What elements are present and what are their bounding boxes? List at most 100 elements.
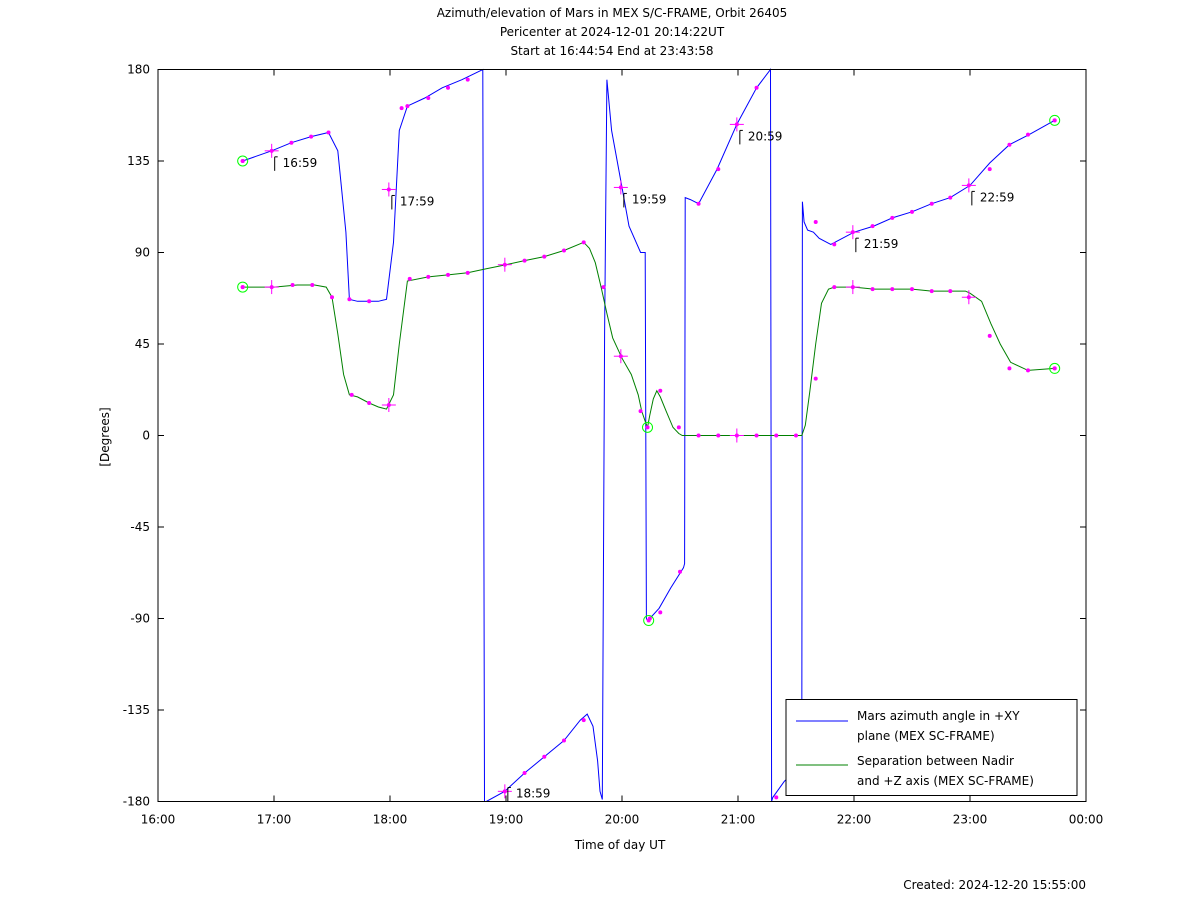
separation-point-marker bbox=[658, 388, 663, 393]
legend-box bbox=[785, 699, 1078, 796]
hour-cross-center bbox=[269, 148, 274, 153]
y-tick-label: 45 bbox=[135, 337, 150, 351]
separation-point-marker bbox=[330, 295, 334, 300]
legend-label-separation-line-2: and +Z axis (MEX SC-FRAME) bbox=[857, 774, 1034, 788]
hour-cross-center bbox=[386, 403, 391, 407]
azimuth-point-marker bbox=[542, 754, 547, 759]
hour-cross-center bbox=[502, 262, 507, 267]
azimuth-point-marker bbox=[562, 738, 566, 743]
y-tick-label: 180 bbox=[127, 63, 150, 77]
separation-point-marker bbox=[948, 289, 953, 294]
chart-title-line-2: Pericenter at 2024-12-01 20:14:22UT bbox=[500, 25, 725, 39]
endpoint-dot bbox=[646, 618, 651, 623]
endpoint-circle bbox=[1049, 362, 1061, 374]
separation-point-marker bbox=[929, 289, 934, 294]
x-tick-label: 17:00 bbox=[257, 813, 292, 827]
hour-annotation-label: 17:59 bbox=[400, 194, 435, 208]
hour-annotation-label: 22:59 bbox=[980, 190, 1015, 204]
series-line-azimuth bbox=[242, 68, 1055, 802]
azimuth-point-marker bbox=[987, 167, 992, 172]
separation-point-marker bbox=[349, 392, 354, 397]
hour-annotation-label: 19:59 bbox=[632, 192, 667, 206]
series-layer bbox=[242, 68, 1055, 802]
series-line-separation bbox=[242, 241, 1055, 436]
endpoint-dot bbox=[1052, 366, 1057, 371]
y-tick-label: -180 bbox=[123, 795, 150, 809]
azimuth-point-marker bbox=[754, 85, 759, 90]
azimuth-point-marker bbox=[658, 610, 663, 615]
separation-point-marker bbox=[562, 248, 566, 253]
azimuth-point-marker bbox=[289, 140, 294, 145]
separation-point-marker bbox=[794, 433, 798, 438]
endpoint-circle bbox=[642, 421, 654, 433]
hour-cross-center bbox=[734, 122, 739, 127]
hour-cross-center bbox=[618, 185, 623, 190]
created-footer: Created: 2024-12-20 15:55:00 bbox=[903, 878, 1086, 892]
endpoint-circle bbox=[237, 155, 249, 167]
separation-point-marker bbox=[870, 287, 875, 292]
y-axis-label: [Degrees] bbox=[98, 407, 112, 466]
hour-cross-center bbox=[850, 285, 855, 290]
hour-cross-center bbox=[966, 183, 971, 188]
endpoint-dot bbox=[240, 285, 245, 290]
azimuth-point-marker bbox=[326, 130, 331, 135]
x-tick-label: 22:00 bbox=[837, 813, 872, 827]
separation-point-marker bbox=[813, 376, 818, 381]
x-tick-label: 20:00 bbox=[605, 813, 640, 827]
endpoint-circle bbox=[237, 281, 249, 293]
hour-annotation-label: 21:59 bbox=[864, 237, 899, 251]
x-axis-label: Time of day UT bbox=[574, 838, 666, 852]
plot-frame bbox=[157, 69, 1087, 802]
azimuth-point-marker bbox=[522, 771, 527, 776]
endpoint-dot bbox=[1052, 118, 1057, 123]
azimuth-point-marker bbox=[929, 201, 934, 206]
hour-cross-center bbox=[618, 354, 623, 359]
separation-point-marker bbox=[1026, 368, 1030, 373]
y-tick-label: -45 bbox=[130, 520, 150, 534]
separation-point-marker bbox=[676, 425, 681, 430]
endpoint-dot bbox=[240, 159, 245, 163]
ticks-layer: 16:00 17:00 18:00 19:00 20:00 21:00 22:00 23:00… bbox=[123, 63, 1104, 827]
x-tick-label: 21:00 bbox=[721, 813, 756, 827]
legend: Mars azimuth angle in +XY plane (MEX SC-… bbox=[785, 699, 1078, 796]
azimuth-point-marker bbox=[716, 167, 721, 172]
azimuth-point-marker bbox=[890, 215, 895, 220]
hour-annotation-label: 16:59 bbox=[283, 156, 318, 170]
azimuth-point-marker bbox=[446, 85, 450, 90]
separation-point-marker bbox=[542, 254, 547, 259]
separation-point-marker bbox=[910, 287, 914, 292]
separation-point-marker bbox=[426, 274, 431, 279]
azimuth-point-marker bbox=[399, 106, 404, 111]
separation-point-marker bbox=[290, 283, 295, 288]
azimuth-point-marker bbox=[832, 242, 837, 247]
azimuth-point-marker bbox=[813, 220, 818, 224]
separation-point-marker bbox=[696, 433, 701, 438]
hour-cross-center bbox=[734, 433, 739, 438]
endpoint-circle bbox=[1049, 114, 1061, 126]
separation-point-marker bbox=[754, 433, 759, 438]
hour-annotation-label: 18:59 bbox=[516, 787, 551, 801]
azimuth-point-marker bbox=[948, 195, 953, 200]
chart-title-line-3: Start at 16:44:54 End at 23:43:58 bbox=[510, 44, 713, 58]
hour-cross-center bbox=[850, 230, 855, 235]
separation-point-marker bbox=[310, 283, 315, 288]
separation-point-marker bbox=[407, 276, 412, 281]
azimuth-point-marker bbox=[774, 795, 779, 800]
separation-point-marker bbox=[774, 433, 779, 438]
azimuth-point-marker bbox=[1007, 142, 1012, 147]
hour-cross-center bbox=[386, 187, 391, 192]
separation-point-marker bbox=[1007, 366, 1012, 371]
azimuth-point-marker bbox=[581, 718, 586, 723]
hour-annotation-label: 20:59 bbox=[748, 129, 783, 143]
azimuth-point-marker bbox=[465, 77, 470, 82]
chart-title-line-1: Azimuth/elevation of Mars in MEX S/C-FRA… bbox=[437, 6, 788, 20]
separation-point-marker bbox=[522, 258, 527, 263]
hour-cross-center bbox=[966, 295, 971, 300]
x-tick-label: 19:00 bbox=[489, 813, 524, 827]
x-tick-label: 00:00 bbox=[1069, 813, 1104, 827]
separation-point-marker bbox=[832, 285, 837, 290]
separation-point-marker bbox=[987, 333, 992, 338]
separation-point-marker bbox=[890, 287, 895, 292]
y-tick-label: 90 bbox=[135, 246, 150, 260]
